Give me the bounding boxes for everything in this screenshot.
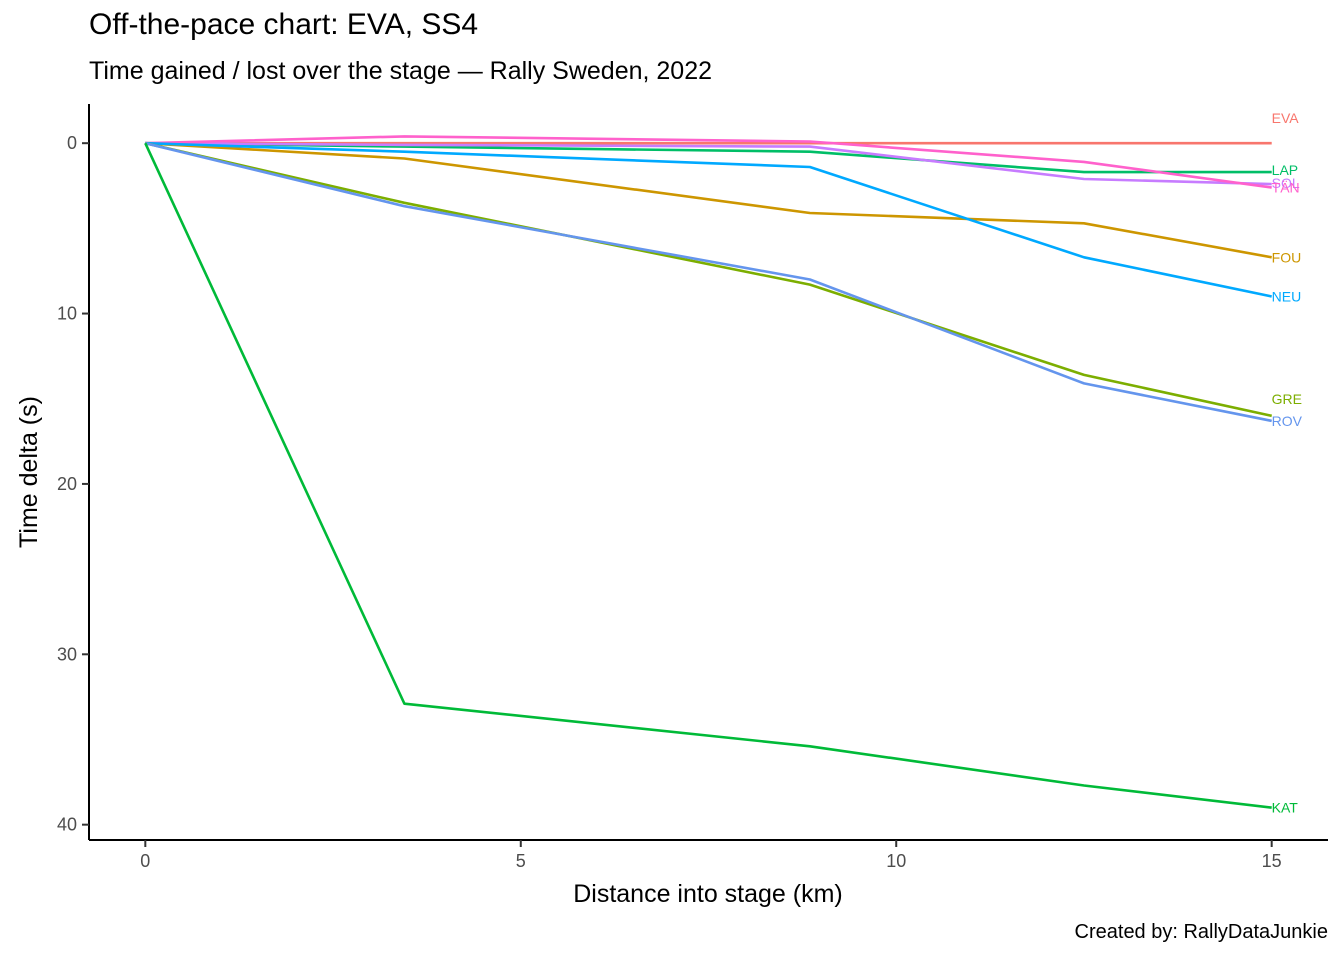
- y-axis-title: Time delta (s): [15, 396, 43, 548]
- series-line-sol: [145, 141, 1272, 186]
- series-line-tän: [145, 135, 1272, 189]
- axes: 0 5 10 15 0 10 20 30 40: [57, 104, 1328, 871]
- series-line-kat: [144, 142, 1272, 809]
- series-label-kat: KAT: [1272, 800, 1299, 816]
- series-line-neu: [145, 141, 1272, 298]
- y-tick-label: 20: [57, 474, 77, 494]
- series-label-gre: GRE: [1272, 391, 1302, 407]
- chart-caption: Created by: RallyDataJunkie: [1074, 921, 1328, 943]
- y-tick-label: 0: [67, 133, 77, 153]
- x-tick-label: 5: [516, 851, 526, 871]
- series-lines: [144, 135, 1272, 809]
- x-tick-label: 10: [886, 851, 906, 871]
- chart-title: Off-the-pace chart: EVA, SS4: [89, 8, 479, 41]
- y-tick-label: 40: [57, 815, 77, 835]
- series-line-rov: [144, 141, 1272, 423]
- series-line-gre: [145, 141, 1272, 418]
- series-label-sol: SOL: [1272, 175, 1300, 191]
- series-label-lap: LAP: [1272, 162, 1298, 178]
- series-label-eva: EVA: [1272, 110, 1300, 126]
- x-tick-label: 0: [140, 851, 150, 871]
- y-tick-label: 30: [57, 644, 77, 664]
- series-label-fou: FOU: [1272, 249, 1302, 265]
- chart-subtitle: Time gained / lost over the stage — Rall…: [89, 57, 713, 85]
- y-tick-label: 10: [57, 304, 77, 324]
- x-axis-title: Distance into stage (km): [573, 880, 843, 908]
- series-label-neu: NEU: [1272, 289, 1302, 305]
- series-label-tän: TÄN: [1272, 179, 1300, 195]
- x-tick-label: 15: [1262, 851, 1282, 871]
- series-line-fou: [145, 141, 1272, 259]
- series-label-rov: ROV: [1272, 413, 1303, 429]
